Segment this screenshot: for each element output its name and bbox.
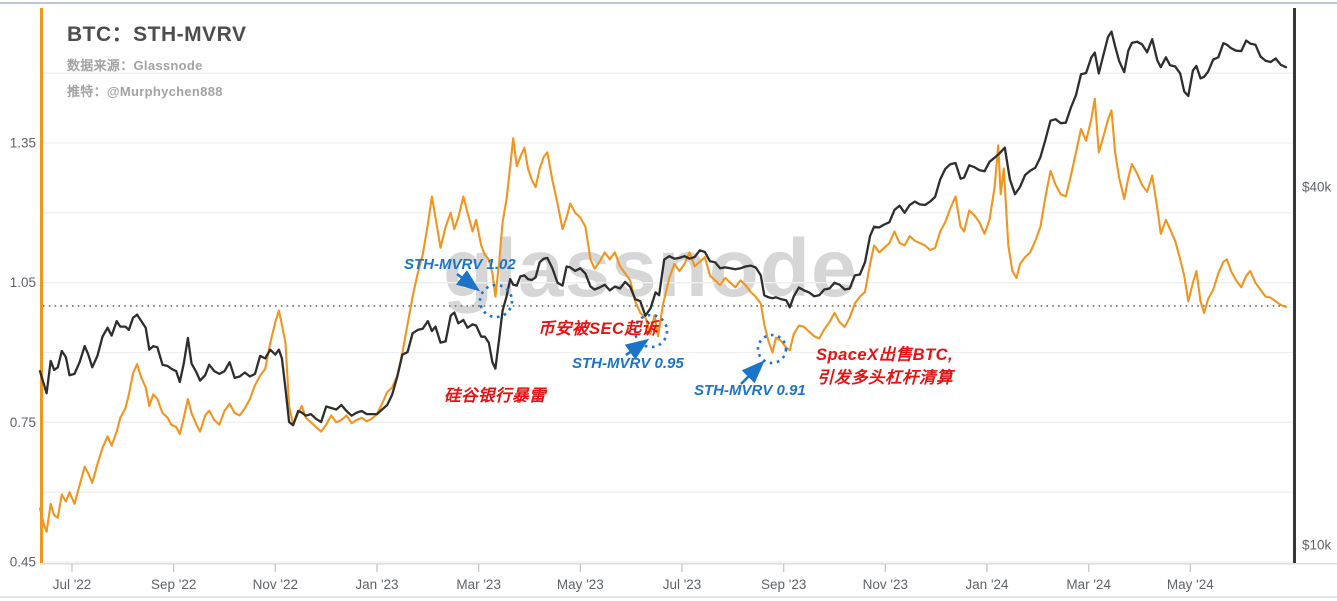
bottom-border <box>0 596 1337 598</box>
left-axis-tick-label: 0.75 <box>10 415 36 430</box>
x-axis-tick-label: Jul '23 <box>663 577 702 592</box>
x-axis-tick-label: Jul '22 <box>53 577 92 592</box>
x-axis-tick-label: Sep '23 <box>761 577 806 592</box>
left-axis-tick-label: 1.05 <box>10 275 36 290</box>
right-axis-tick-label: $40k <box>1302 180 1332 195</box>
x-axis-tick-label: Jan '24 <box>965 577 1009 592</box>
right-axis-bar <box>1293 8 1296 563</box>
x-axis-tick-label: Jan '23 <box>355 577 398 592</box>
x-axis-tick-label: May '24 <box>1167 577 1214 592</box>
x-axis-tick-label: May '23 <box>557 577 604 592</box>
x-axis-tick-label: Mar '24 <box>1066 577 1111 592</box>
top-accent-border <box>0 2 1337 4</box>
left-axis-bar <box>40 8 43 563</box>
chart-header: BTC：STH-MVRV 数据来源：Glassnode 推特：@Murphych… <box>67 18 246 100</box>
right-axis-tick-label: $10k <box>1302 538 1332 553</box>
x-axis-tick-label: Mar '23 <box>456 577 501 592</box>
twitter-handle-label: 推特：@Murphychen888 <box>67 84 223 99</box>
x-axis-tick-label: Nov '22 <box>253 577 298 592</box>
left-axis-tick-label: 0.45 <box>10 555 36 570</box>
left-axis-tick-label: 1.35 <box>10 136 36 151</box>
series-line-btc-price <box>38 30 1288 427</box>
series-line-sth-mvrv <box>38 97 1287 533</box>
x-axis-tick-label: Nov '23 <box>863 577 908 592</box>
page-title: BTC：STH-MVRV <box>67 23 247 46</box>
data-source-label: 数据来源：Glassnode <box>67 58 203 73</box>
x-axis-tick-label: Sep '22 <box>151 577 196 592</box>
